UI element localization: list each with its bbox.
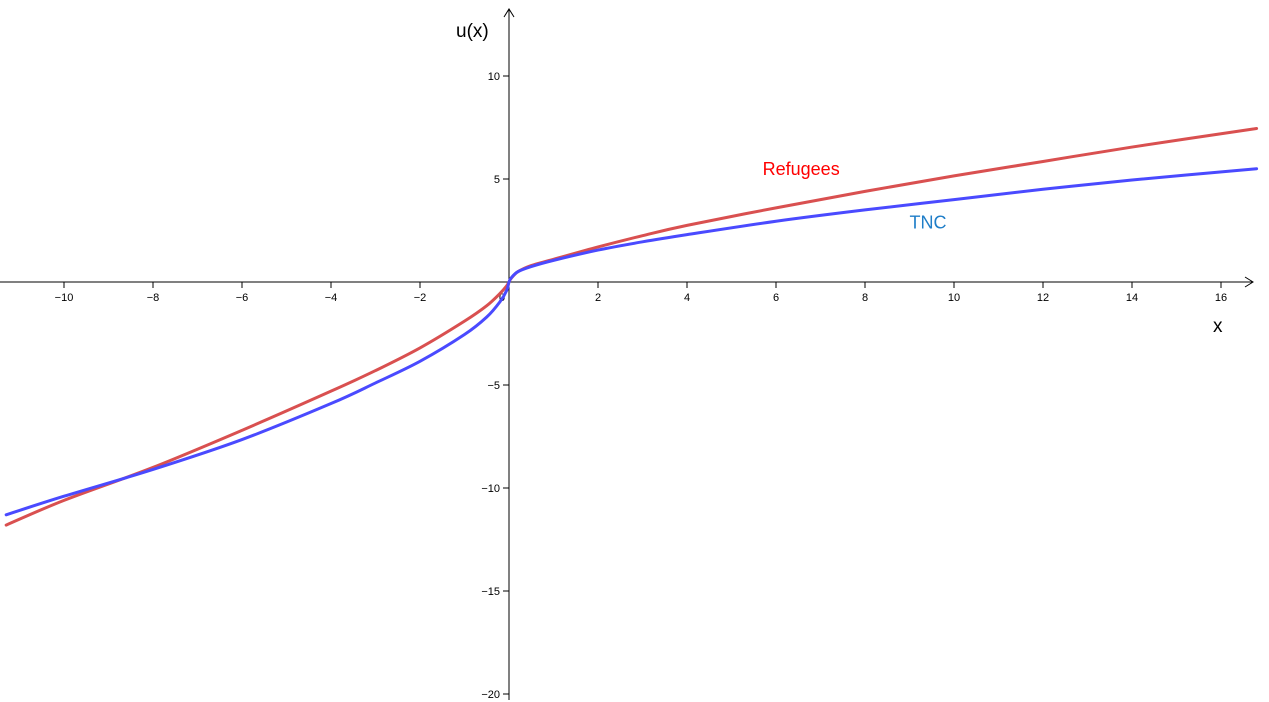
series-refugees-line <box>4 127 1259 527</box>
x-tick-label: −10 <box>55 292 74 304</box>
x-tick-label: 8 <box>862 292 868 304</box>
series-labels: Refugees TNC <box>763 159 947 233</box>
x-axis-title: x <box>1213 316 1223 337</box>
y-axis-arrow <box>503 8 515 18</box>
series-group <box>4 127 1259 527</box>
x-tick-label: 16 <box>1215 292 1227 304</box>
x-tick-label: −6 <box>236 292 249 304</box>
x-axis-arrow <box>1244 276 1254 288</box>
y-tick-label: −15 <box>481 586 500 598</box>
y-tick-label: −10 <box>481 483 500 495</box>
x-tick-label: 4 <box>684 292 690 304</box>
y-axis-title: u(x) <box>456 21 489 42</box>
x-ticks: −10 −8 −6 −4 −2 2 4 6 8 10 12 14 16 <box>55 282 1227 304</box>
x-tick-label: 2 <box>595 292 601 304</box>
y-ticks: 10 5 −5 −10 −15 −20 <box>481 71 509 701</box>
series-label-tnc: TNC <box>910 212 947 232</box>
x-tick-label: −4 <box>325 292 338 304</box>
y-tick-label: 10 <box>488 71 500 83</box>
x-tick-label: −8 <box>147 292 160 304</box>
x-tick-label: 14 <box>1126 292 1138 304</box>
y-tick-label: 5 <box>494 174 500 186</box>
x-tick-label: 12 <box>1037 292 1049 304</box>
series-label-refugees: Refugees <box>763 159 840 179</box>
x-tick-label: −2 <box>414 292 427 304</box>
series-tnc-line <box>4 167 1259 517</box>
axes <box>0 8 1254 700</box>
x-tick-label: 6 <box>773 292 779 304</box>
y-tick-label: −5 <box>487 380 500 392</box>
y-tick-label: −20 <box>481 689 500 701</box>
x-tick-label: 10 <box>948 292 960 304</box>
